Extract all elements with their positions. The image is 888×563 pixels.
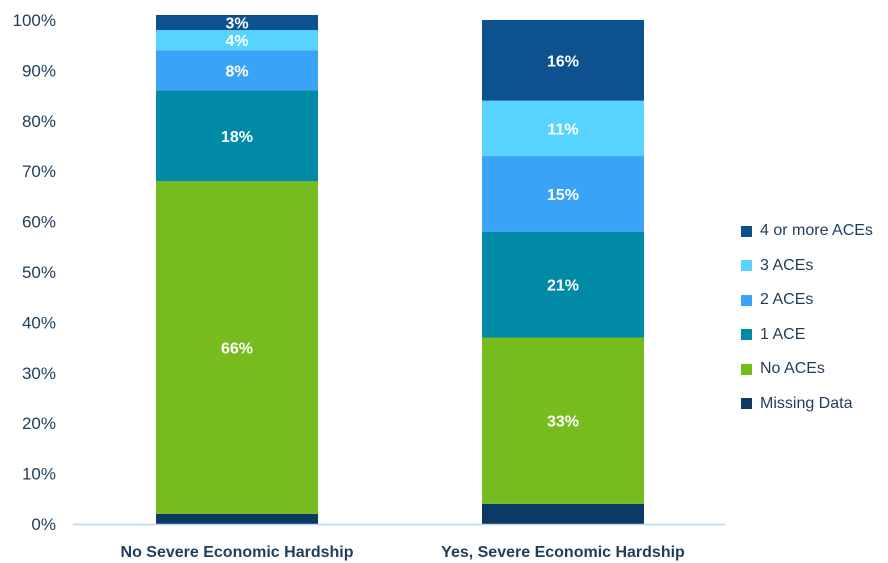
- legend-label: No ACEs: [760, 360, 825, 378]
- bar-segment: [156, 50, 318, 91]
- legend-label: 4 or more ACEs: [760, 222, 873, 240]
- legend-swatch: [741, 398, 752, 410]
- legend-label: 2 ACEs: [760, 291, 814, 309]
- y-tick-label: 60%: [22, 213, 56, 232]
- bar-segment: [156, 14, 318, 31]
- data-label: 16%: [547, 53, 579, 70]
- legend-item: 1 ACE: [741, 318, 873, 353]
- bar-segment: [156, 90, 318, 182]
- data-label: 8%: [225, 63, 248, 80]
- legend-item: No ACEs: [741, 352, 873, 387]
- legend: 4 or more ACEs 3 ACEs 2 ACEs 1 ACE No ACEs Mi…: [741, 214, 873, 421]
- bar-segment: [156, 513, 318, 524]
- bar-segment: [482, 337, 644, 504]
- legend-label: 3 ACEs: [760, 256, 814, 274]
- legend-item: 3 ACEs: [741, 249, 873, 284]
- bar-segment: [156, 30, 318, 51]
- bar-segment: [482, 20, 644, 101]
- y-tick-label: 40%: [22, 313, 56, 332]
- data-label: 4%: [225, 33, 248, 50]
- y-tick-label: 80%: [22, 112, 56, 131]
- legend-item: 4 or more ACEs: [741, 214, 873, 249]
- legend-item: 2 ACEs: [741, 283, 873, 318]
- legend-label: Missing Data: [760, 394, 853, 412]
- y-tick-label: 10%: [22, 465, 56, 484]
- y-tick-label: 100%: [13, 11, 56, 30]
- data-label: 11%: [547, 121, 578, 138]
- legend-swatch: [741, 363, 752, 375]
- y-tick-label: 70%: [22, 162, 56, 181]
- legend-swatch: [741, 260, 752, 272]
- legend-swatch: [741, 225, 752, 237]
- data-label: 33%: [547, 414, 579, 431]
- bar-segment: [482, 231, 644, 338]
- bar-segment: [482, 100, 644, 157]
- y-tick-label: 30%: [22, 364, 56, 383]
- y-tick-label: 90%: [22, 61, 56, 80]
- x-category-label: No Severe Economic Hardship: [121, 544, 354, 561]
- bar-segment: [156, 181, 318, 514]
- data-label: 66%: [221, 341, 253, 358]
- legend-swatch: [741, 329, 752, 341]
- data-label: 3%: [225, 16, 248, 33]
- bar-segment: [482, 156, 644, 232]
- legend-swatch: [741, 294, 752, 306]
- data-label: 18%: [221, 129, 253, 146]
- data-label: 21%: [547, 278, 579, 295]
- y-tick-label: 50%: [22, 263, 56, 282]
- legend-label: 1 ACE: [760, 325, 806, 343]
- y-tick-label: 0%: [31, 515, 56, 534]
- y-tick-label: 20%: [22, 414, 56, 433]
- legend-item: Missing Data: [741, 387, 873, 422]
- data-label: 15%: [547, 187, 579, 204]
- bar-segment: [482, 503, 644, 524]
- x-category-label: Yes, Severe Economic Hardship: [441, 544, 685, 561]
